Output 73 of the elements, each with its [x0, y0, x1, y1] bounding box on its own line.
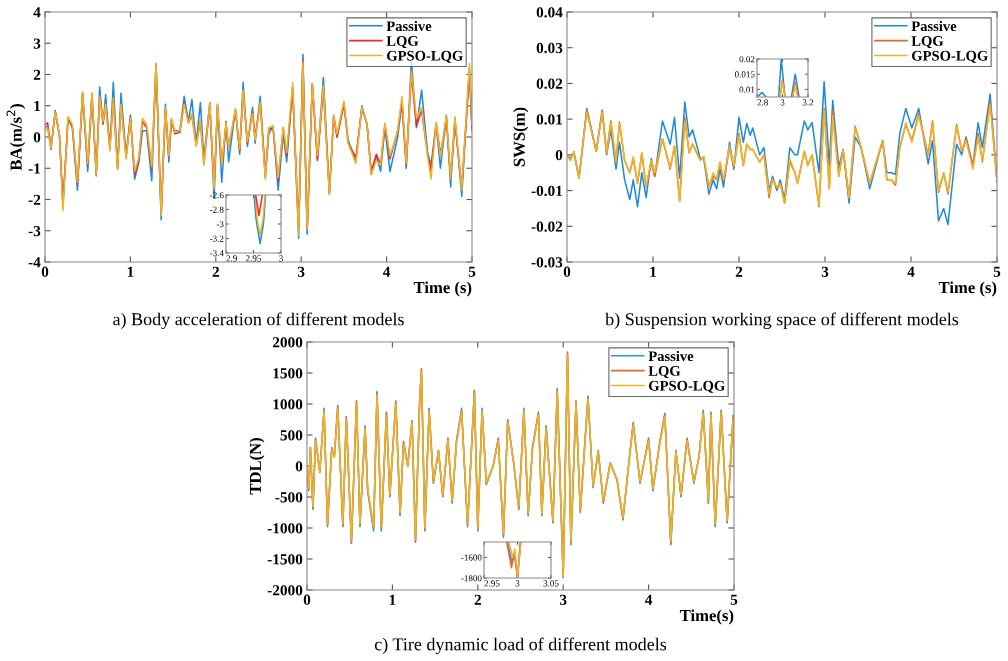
x-tick-label: 4 [382, 266, 391, 277]
x-tick-label: 3 [821, 266, 829, 277]
y-tick-label: -1 [28, 163, 41, 174]
y-tick-label: -2000 [267, 585, 303, 596]
y-tick-label: 0.02 [536, 78, 563, 89]
y-tick-label: -3.2 [209, 235, 224, 242]
x-tick-label: 4 [907, 266, 915, 277]
x-tick-label: 0 [563, 266, 571, 277]
legend-label: GPSO-LQG [911, 50, 988, 63]
y-tick-label: -2 [28, 194, 41, 205]
y-tick-label: -1500 [267, 554, 303, 565]
y-tick-label: 2000 [272, 337, 303, 348]
x-tick-label: 2.9 [226, 255, 237, 262]
y-tick-label: 0 [295, 461, 303, 472]
y-tick-label: 1000 [273, 399, 303, 410]
x-tick-label: 1 [127, 266, 134, 277]
y-tick-label: 0.04 [536, 7, 563, 18]
x-tick-label: 5 [993, 266, 1001, 277]
legend-label: Passive [911, 20, 957, 32]
y-tick-label: 0 [33, 132, 41, 143]
y-tick-label: 4 [33, 7, 41, 18]
y-tick-label: 1500 [273, 368, 303, 379]
y-tick-label: 0.01 [739, 86, 755, 93]
x-tick-label: 3 [515, 580, 520, 587]
y-tick-label: 0.03 [536, 42, 563, 54]
x-tick-label: 5 [468, 266, 476, 277]
y-tick-label: -1600 [461, 554, 482, 561]
y-tick-label: -3 [216, 221, 224, 228]
x-tick-label: 0 [41, 266, 49, 277]
legend-label: GPSO-LQG [386, 50, 463, 63]
y-axis-title: TDL(N) [249, 438, 265, 495]
y-tick-label: -1800 [461, 575, 482, 582]
x-tick-label: 2.8 [757, 99, 768, 106]
y-tick-label: 2 [33, 69, 41, 80]
y-tick-label: -500 [275, 492, 303, 503]
x-axis-title: Time (s) [938, 281, 997, 297]
x-tick-label: 4 [644, 594, 653, 605]
y-tick-label: 3 [33, 38, 41, 49]
x-tick-label: 1 [650, 266, 657, 277]
y-tick-label: -2.8 [209, 206, 224, 213]
x-tick-label: 3.05 [543, 580, 559, 587]
y-tick-label: -1000 [267, 523, 303, 534]
y-tick-label: -3.4 [209, 250, 224, 257]
x-tick-label: 3.2 [802, 99, 814, 106]
text: a) Body acceleration of different models [113, 312, 404, 330]
x-axis-title: Time (s) [413, 281, 472, 297]
y-tick-label: -3 [28, 225, 41, 237]
y-tick-label: 0.015 [734, 71, 755, 78]
x-tick-label: 1 [389, 594, 396, 605]
y-tick-label: -4 [28, 257, 41, 268]
x-tick-label: 2.95 [484, 580, 500, 587]
y-tick-label: 0 [555, 150, 563, 161]
text: b) Suspension working space of different models [605, 312, 959, 330]
legend-label: LQG [911, 36, 944, 49]
legend-label: LQG [386, 36, 419, 49]
text: c) Tire dynamic load of different models [374, 637, 667, 655]
y-tick-label: -0.03 [531, 257, 563, 268]
y-tick-label: -0.01 [531, 185, 563, 197]
legend-label: Passive [648, 350, 694, 362]
y-axis-title: SWS(m) [513, 107, 529, 167]
x-tick-label: 3 [780, 99, 785, 106]
legend-label: GPSO-LQG [648, 380, 725, 393]
y-tick-label: 0.02 [739, 56, 755, 63]
y-tick-label: 0.01 [536, 114, 563, 125]
legend-label: Passive [386, 20, 432, 32]
y-tick-label: -0.02 [531, 221, 563, 232]
y-tick-label: 500 [280, 430, 303, 441]
legend-label: LQG [648, 366, 681, 379]
y-axis-title: BA(m/s$^{2}$) [6, 104, 26, 171]
x-axis-title: Time(s) [679, 609, 734, 625]
x-tick-label: 2.95 [246, 255, 262, 262]
x-tick-label: 5 [730, 594, 738, 605]
x-tick-label: 0 [303, 594, 311, 605]
